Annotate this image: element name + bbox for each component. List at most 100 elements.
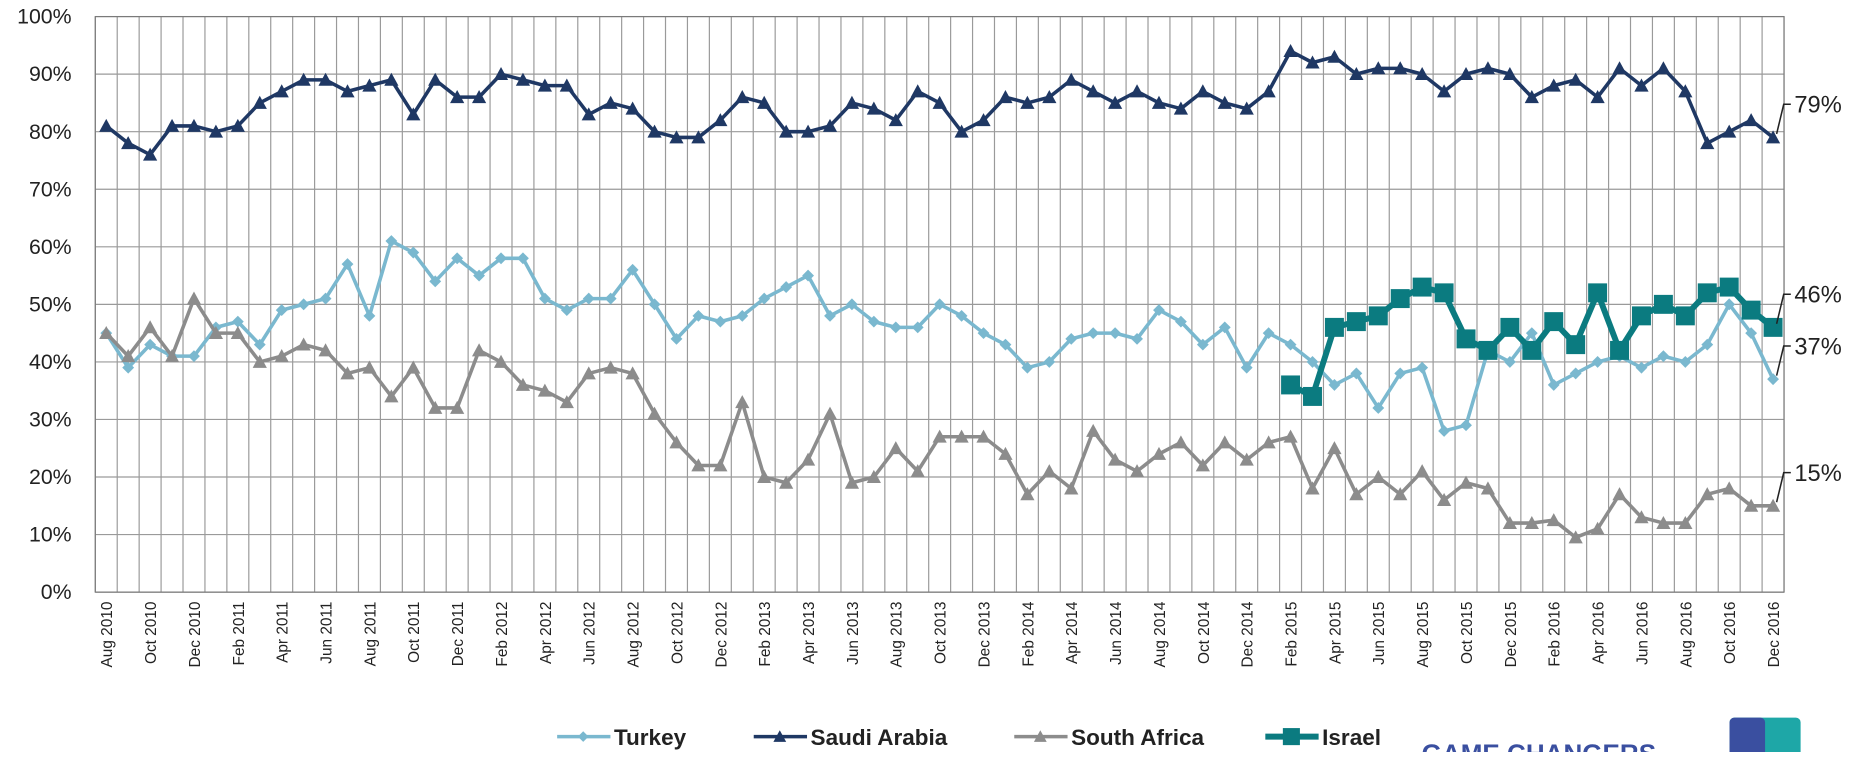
marker — [844, 95, 860, 109]
marker — [406, 107, 421, 121]
marker — [669, 435, 684, 449]
marker — [318, 72, 333, 86]
marker — [164, 118, 180, 132]
marker — [538, 292, 551, 305]
marker — [846, 298, 858, 311]
x-tick-label: Jun 2013 — [845, 602, 862, 665]
marker — [933, 298, 946, 311]
marker — [1522, 340, 1542, 360]
marker — [1722, 124, 1737, 138]
legend-marker — [1282, 728, 1300, 746]
marker — [1701, 338, 1714, 351]
marker — [428, 400, 443, 414]
marker — [384, 389, 399, 403]
marker — [1568, 530, 1583, 544]
marker — [471, 343, 487, 357]
marker — [976, 429, 991, 443]
x-tick-label: Oct 2012 — [669, 602, 686, 664]
marker — [1679, 355, 1692, 368]
marker — [1678, 515, 1693, 529]
marker — [1458, 67, 1474, 81]
marker — [670, 332, 683, 345]
x-tick-label: Jun 2012 — [582, 602, 599, 665]
marker — [802, 269, 814, 282]
marker — [1305, 481, 1320, 495]
x-tick-label: Oct 2014 — [1196, 601, 1213, 664]
marker — [231, 315, 244, 328]
x-tick-label: Feb 2012 — [494, 602, 511, 667]
marker — [1657, 350, 1670, 363]
marker — [1723, 298, 1736, 311]
marker — [1043, 355, 1056, 368]
marker — [692, 309, 705, 322]
marker — [428, 72, 443, 86]
marker — [1610, 340, 1630, 360]
marker — [1415, 67, 1430, 81]
x-tick-label: Dec 2015 — [1503, 602, 1520, 668]
marker — [1544, 312, 1564, 332]
label-leader — [1775, 103, 1791, 135]
marker — [208, 326, 224, 340]
marker — [515, 72, 531, 86]
marker — [932, 95, 947, 109]
marker — [1763, 317, 1783, 337]
marker — [1456, 329, 1476, 349]
x-tick-label: Feb 2014 — [1020, 601, 1037, 666]
legend-label: Saudi Arabia — [811, 725, 948, 750]
marker — [1324, 317, 1344, 337]
marker — [1327, 441, 1342, 455]
marker — [1217, 435, 1232, 449]
marker — [1458, 475, 1474, 489]
marker — [560, 304, 573, 317]
marker — [1591, 355, 1604, 368]
marker — [910, 84, 925, 98]
legend-item: Saudi Arabia — [753, 725, 948, 750]
marker — [1393, 487, 1408, 501]
marker — [735, 395, 750, 409]
marker — [822, 118, 838, 132]
marker — [1109, 327, 1122, 340]
x-tick-label: Aug 2015 — [1415, 602, 1432, 668]
marker — [1218, 321, 1231, 334]
marker — [471, 90, 487, 104]
marker — [1412, 277, 1432, 297]
marker — [1436, 492, 1452, 506]
marker — [1020, 487, 1035, 501]
marker — [517, 252, 529, 265]
marker — [800, 452, 816, 466]
marker — [758, 292, 771, 305]
x-tick-label: Jun 2015 — [1371, 602, 1388, 665]
marker — [1478, 340, 1498, 360]
marker — [275, 304, 288, 317]
marker — [559, 395, 574, 409]
marker — [1131, 332, 1143, 345]
marker — [1086, 84, 1101, 98]
y-tick-label: 10% — [29, 523, 72, 547]
marker — [691, 458, 706, 472]
marker — [1546, 513, 1561, 527]
x-tick-label: Jun 2014 — [1108, 601, 1125, 665]
marker — [1261, 84, 1276, 98]
marker — [1524, 515, 1539, 529]
x-tick-label: Dec 2014 — [1240, 601, 1257, 667]
marker — [1283, 44, 1298, 58]
y-tick-label: 70% — [29, 177, 72, 201]
marker — [1173, 435, 1189, 449]
x-tick-label: Apr 2013 — [801, 602, 818, 664]
marker — [581, 107, 596, 121]
x-tick-label: Apr 2015 — [1327, 602, 1344, 664]
marker — [1480, 61, 1496, 75]
marker — [888, 113, 903, 127]
marker — [1547, 379, 1560, 391]
x-tick-label: Apr 2014 — [1064, 601, 1081, 664]
x-tick-label: Feb 2013 — [757, 602, 774, 667]
marker — [407, 246, 420, 259]
x-tick-label: Feb 2011 — [231, 602, 248, 666]
marker — [1151, 446, 1167, 460]
marker — [515, 377, 531, 391]
marker — [1566, 335, 1586, 355]
marker — [582, 292, 595, 305]
x-tick-label: Oct 2013 — [933, 602, 950, 664]
marker — [319, 292, 332, 305]
